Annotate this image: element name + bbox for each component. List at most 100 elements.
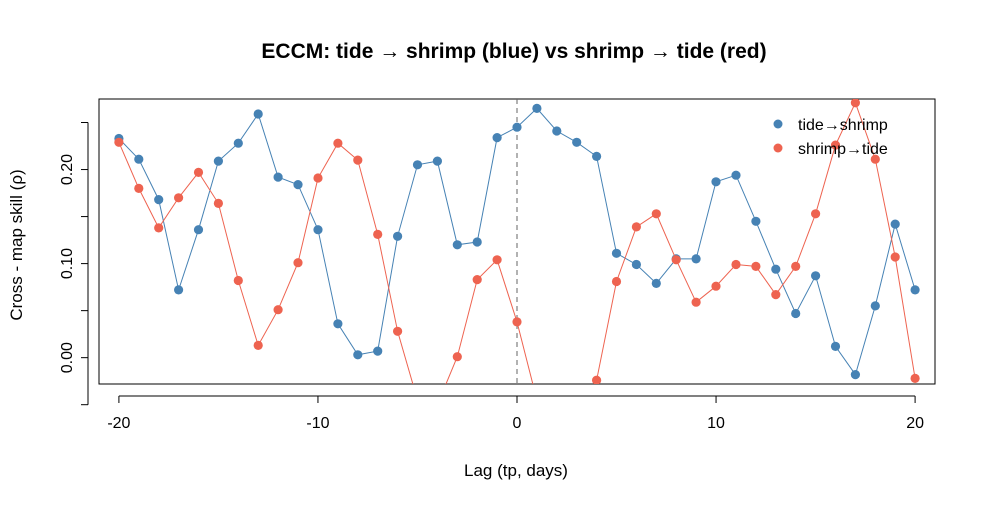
data-point-shrimp-tide xyxy=(890,252,900,262)
x-axis-title: Lag (tp, days) xyxy=(464,461,568,480)
data-point-tide-shrimp xyxy=(691,254,701,264)
data-point-tide-shrimp xyxy=(233,138,243,148)
data-point-shrimp-tide xyxy=(213,198,223,208)
data-point-shrimp-tide xyxy=(691,297,701,307)
data-point-tide-shrimp xyxy=(592,151,602,161)
data-point-shrimp-tide xyxy=(233,275,243,286)
data-point-shrimp-tide xyxy=(611,276,622,287)
data-point-shrimp-tide xyxy=(333,138,343,148)
data-point-shrimp-tide xyxy=(492,255,502,265)
data-point-shrimp-tide xyxy=(651,209,661,219)
data-point-shrimp-tide xyxy=(472,275,482,285)
data-point-tide-shrimp xyxy=(293,180,303,190)
data-point-tide-shrimp xyxy=(651,278,661,288)
data-point-shrimp-tide xyxy=(830,140,841,150)
data-point-tide-shrimp xyxy=(552,126,562,136)
data-point-tide-shrimp xyxy=(512,122,522,132)
data-point-shrimp-tide xyxy=(552,410,561,419)
data-point-shrimp-tide xyxy=(134,183,144,193)
data-point-tide-shrimp xyxy=(771,264,781,274)
data-point-tide-shrimp xyxy=(154,195,164,205)
data-point-tide-shrimp xyxy=(174,285,184,295)
data-point-tide-shrimp xyxy=(631,259,642,270)
x-tick-label: 20 xyxy=(906,415,924,432)
data-point-tide-shrimp xyxy=(393,231,403,241)
x-axis: -20 -10 0 10 20 xyxy=(107,395,924,432)
data-point-tide-shrimp xyxy=(333,319,343,329)
data-point-shrimp-tide xyxy=(174,193,184,203)
data-point-tide-shrimp xyxy=(432,156,442,166)
series-line-shrimp-tide xyxy=(118,101,916,384)
series-shrimp-tide xyxy=(114,99,920,419)
data-point-shrimp-tide xyxy=(512,317,522,327)
data-point-shrimp-tide xyxy=(114,137,124,147)
data-point-tide-shrimp xyxy=(412,160,423,170)
data-point-tide-shrimp xyxy=(870,301,880,311)
data-point-tide-shrimp xyxy=(213,156,223,166)
data-point-shrimp-tide xyxy=(791,261,801,271)
data-point-shrimp-tide xyxy=(293,258,303,268)
data-point-tide-shrimp xyxy=(711,177,721,187)
x-tick-label: -20 xyxy=(107,415,130,432)
data-point-tide-shrimp xyxy=(273,172,283,182)
data-point-tide-shrimp xyxy=(452,240,462,250)
data-point-shrimp-tide xyxy=(592,375,602,384)
data-point-tide-shrimp xyxy=(811,271,821,281)
data-point-shrimp-tide xyxy=(631,222,642,232)
data-point-shrimp-tide xyxy=(711,281,721,291)
data-point-tide-shrimp xyxy=(492,133,502,143)
data-point-shrimp-tide xyxy=(671,255,681,265)
data-point-tide-shrimp xyxy=(572,137,582,147)
y-tick-label: 0.10 xyxy=(59,248,76,279)
y-axis-title: Cross - map skill (ρ) xyxy=(7,169,26,320)
series-layer xyxy=(114,99,920,419)
data-point-tide-shrimp xyxy=(253,109,263,119)
data-point-tide-shrimp xyxy=(472,237,482,247)
data-point-shrimp-tide xyxy=(532,395,541,404)
y-tick-label: 0.00 xyxy=(59,342,76,373)
x-tick-label: 10 xyxy=(707,415,725,432)
data-point-shrimp-tide xyxy=(870,154,880,164)
data-point-shrimp-tide xyxy=(413,395,422,404)
data-point-shrimp-tide xyxy=(731,259,741,270)
data-point-tide-shrimp xyxy=(830,341,841,351)
data-point-shrimp-tide xyxy=(393,326,403,336)
data-point-tide-shrimp xyxy=(751,216,761,226)
data-point-shrimp-tide xyxy=(313,173,323,183)
y-tick-label: 0.20 xyxy=(59,154,76,185)
series-tide-shrimp xyxy=(114,103,920,380)
data-point-tide-shrimp xyxy=(373,346,383,356)
data-point-tide-shrimp xyxy=(134,154,144,164)
data-point-shrimp-tide xyxy=(910,373,920,383)
data-point-tide-shrimp xyxy=(611,248,622,258)
data-point-tide-shrimp xyxy=(193,225,204,235)
data-point-tide-shrimp xyxy=(313,225,323,235)
legend: tide→shrimp shrimp→tide xyxy=(773,117,888,158)
data-point-shrimp-tide xyxy=(273,305,283,315)
x-tick-label: -10 xyxy=(306,415,329,432)
data-point-shrimp-tide xyxy=(572,405,581,414)
legend-marker-tide-shrimp xyxy=(773,119,783,129)
data-point-tide-shrimp xyxy=(731,170,741,180)
data-point-shrimp-tide xyxy=(253,340,263,350)
data-point-shrimp-tide xyxy=(452,352,462,362)
data-point-shrimp-tide xyxy=(373,229,383,239)
chart-title: ECCM: tide → shrimp (blue) vs shrimp → t… xyxy=(261,40,766,63)
data-point-shrimp-tide xyxy=(811,209,821,219)
data-point-tide-shrimp xyxy=(890,219,900,229)
data-point-shrimp-tide xyxy=(771,290,781,300)
data-point-shrimp-tide xyxy=(193,167,204,177)
y-axis: 0.00 0.10 0.20 xyxy=(59,122,89,406)
data-point-tide-shrimp xyxy=(353,350,363,360)
data-point-shrimp-tide xyxy=(850,99,860,108)
data-point-shrimp-tide xyxy=(154,223,164,233)
data-point-tide-shrimp xyxy=(791,308,801,319)
data-point-shrimp-tide xyxy=(353,155,363,165)
x-tick-label: 0 xyxy=(513,415,522,432)
data-point-tide-shrimp xyxy=(532,103,542,113)
legend-marker-shrimp-tide xyxy=(773,143,783,153)
data-point-tide-shrimp xyxy=(910,285,920,295)
data-point-shrimp-tide xyxy=(751,261,761,271)
data-point-shrimp-tide xyxy=(433,400,442,409)
